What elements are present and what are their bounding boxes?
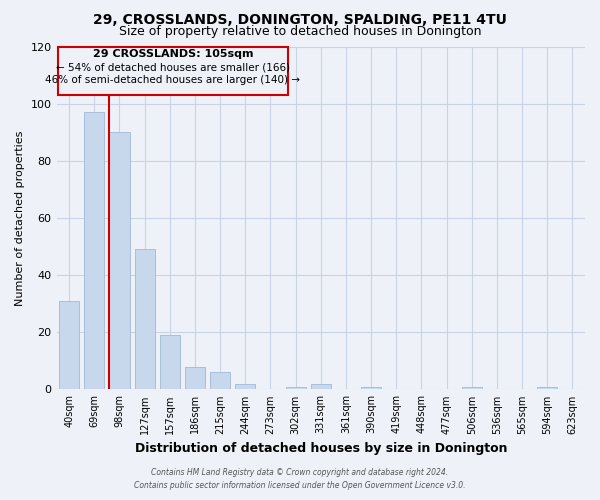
Bar bbox=[185, 366, 205, 390]
Bar bbox=[160, 335, 180, 390]
Bar bbox=[286, 386, 305, 390]
FancyBboxPatch shape bbox=[58, 46, 288, 95]
Text: 29, CROSSLANDS, DONINGTON, SPALDING, PE11 4TU: 29, CROSSLANDS, DONINGTON, SPALDING, PE1… bbox=[93, 12, 507, 26]
Bar bbox=[134, 250, 155, 390]
Bar bbox=[461, 386, 482, 390]
X-axis label: Distribution of detached houses by size in Donington: Distribution of detached houses by size … bbox=[134, 442, 507, 455]
Text: Contains HM Land Registry data © Crown copyright and database right 2024.
Contai: Contains HM Land Registry data © Crown c… bbox=[134, 468, 466, 490]
Bar bbox=[210, 372, 230, 390]
Bar bbox=[109, 132, 130, 390]
Text: 46% of semi-detached houses are larger (140) →: 46% of semi-detached houses are larger (… bbox=[46, 75, 301, 85]
Bar bbox=[84, 112, 104, 390]
Y-axis label: Number of detached properties: Number of detached properties bbox=[15, 130, 25, 306]
Text: 29 CROSSLANDS: 105sqm: 29 CROSSLANDS: 105sqm bbox=[92, 50, 253, 59]
Bar bbox=[361, 386, 381, 390]
Bar bbox=[59, 301, 79, 390]
Bar bbox=[311, 384, 331, 390]
Text: Size of property relative to detached houses in Donington: Size of property relative to detached ho… bbox=[119, 25, 481, 38]
Text: ← 54% of detached houses are smaller (166): ← 54% of detached houses are smaller (16… bbox=[56, 62, 290, 72]
Bar bbox=[235, 384, 256, 390]
Bar bbox=[537, 386, 557, 390]
